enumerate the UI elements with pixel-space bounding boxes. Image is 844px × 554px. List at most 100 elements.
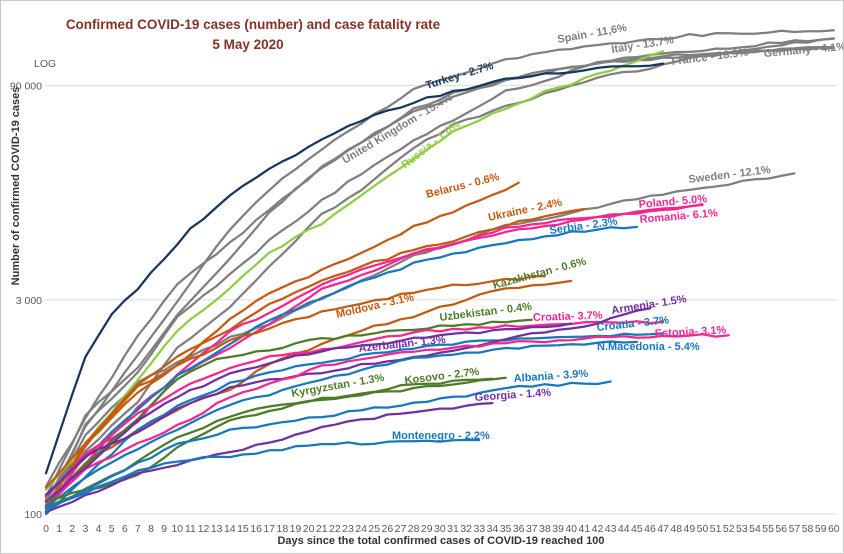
series-line-moldova	[44, 275, 547, 510]
x-tick-label: 28	[408, 523, 420, 535]
series-line-ukraine	[44, 207, 586, 508]
x-tick-label: 41	[578, 523, 590, 535]
series-line-uzbekistan	[44, 318, 533, 513]
x-tick-label: 10	[171, 523, 183, 535]
series-line-n-macedonia	[44, 340, 639, 507]
x-tick-label: 30	[434, 523, 446, 535]
series-line-azerbaijan	[44, 322, 573, 503]
x-tick-label: 14	[224, 523, 236, 535]
x-tick-label: 34	[487, 523, 499, 535]
x-tick-label: 27	[395, 523, 407, 535]
x-tick-label: 8	[148, 523, 154, 535]
x-tick-label: 19	[290, 523, 302, 535]
x-tick-label: 42	[592, 523, 604, 535]
series-line-italy	[44, 37, 835, 488]
x-tick-label: 47	[657, 523, 669, 535]
x-tick-label: 4	[96, 523, 102, 535]
x-tick-label: 57	[789, 523, 801, 535]
x-tick-label: 55	[762, 523, 774, 535]
x-tick-label: 17	[263, 523, 275, 535]
x-tick-label: 54	[749, 523, 761, 535]
series-line-russia	[44, 50, 665, 491]
series-line-belarus	[44, 181, 520, 489]
series-lines	[44, 29, 835, 516]
series-line-georgia	[44, 401, 494, 514]
series-label-estonia: Estonia- 3.1%	[655, 324, 727, 340]
x-tick-label: 16	[250, 523, 262, 535]
x-tick-label: 18	[276, 523, 288, 535]
x-tick-label: 15	[237, 523, 249, 535]
x-tick-label: 36	[513, 523, 525, 535]
series-line-spain	[44, 29, 835, 504]
x-tick-label: 26	[382, 523, 394, 535]
x-tick-label: 22	[329, 523, 341, 535]
y-tick-label: 90 000	[10, 81, 42, 93]
series-label-georgia: Georgia - 1.4%	[474, 387, 551, 404]
x-tick-label: 7	[135, 523, 141, 535]
series-line-armenia	[44, 307, 652, 496]
x-tick-label: 23	[342, 523, 354, 535]
x-tick-label: 33	[473, 523, 485, 535]
x-tick-labels: 0 1 2 3 4 5 6 7 8 9 10 11 12 13 14 15 16 17 18 19 20 21 22 23 24…	[43, 523, 840, 535]
x-tick-label: 24	[355, 523, 367, 535]
x-tick-label: 6	[122, 523, 128, 535]
series-label-n-macedonia: N.Macedonia - 5.4%	[597, 341, 700, 353]
series-label-poland: Poland- 5.0%	[638, 193, 707, 211]
x-tick-label: 3	[82, 523, 88, 535]
x-tick-label: 31	[447, 523, 459, 535]
x-tick-label: 59	[815, 523, 827, 535]
x-tick-label: 58	[802, 523, 814, 535]
series-line-serbia	[44, 225, 639, 497]
series-label-croatia: Croatia- 3.7%	[533, 310, 603, 324]
x-tick-label: 25	[368, 523, 380, 535]
series-line-turkey	[44, 62, 665, 475]
x-tick-label: 45	[631, 523, 643, 535]
series-line-croatia	[44, 332, 665, 516]
series-line-sweden	[44, 172, 796, 515]
x-tick-label: 29	[421, 523, 433, 535]
x-tick-label: 38	[539, 523, 551, 535]
chart-title: Confirmed COVID-19 cases (number) and ca…	[66, 17, 441, 32]
gridlines	[45, 85, 837, 515]
x-tick-label: 1	[56, 523, 62, 535]
x-tick-label: 9	[161, 523, 167, 535]
x-tick-label: 40	[565, 523, 577, 535]
x-tick-label: 56	[775, 523, 787, 535]
series-label-montenegro: Montenegro - 2.2%	[392, 430, 490, 442]
x-tick-label: 37	[526, 523, 538, 535]
x-tick-label: 43	[605, 523, 617, 535]
x-tick-label: 11	[185, 523, 196, 535]
x-tick-label: 46	[644, 523, 656, 535]
x-tick-label: 32	[460, 523, 472, 535]
series-line-germany	[44, 47, 835, 499]
y-axis-scale-label: LOG	[34, 58, 56, 70]
x-tick-label: 20	[303, 523, 315, 535]
x-tick-label: 48	[670, 523, 682, 535]
series-line-croatia	[44, 320, 665, 513]
x-tick-label: 35	[500, 523, 512, 535]
y-tick-label: 3 000	[16, 295, 42, 307]
x-tick-label: 39	[552, 523, 564, 535]
series-line-albania	[44, 380, 612, 513]
x-tick-label: 21	[316, 523, 328, 535]
x-tick-label: 52	[723, 523, 735, 535]
x-tick-label: 49	[684, 523, 696, 535]
series-line-estonia	[44, 333, 730, 507]
x-tick-label: 53	[736, 523, 748, 535]
x-tick-label: 60	[828, 523, 840, 535]
chart-subtitle: 5 May 2020	[212, 37, 283, 52]
x-axis-title: Days since the total confirmed cases of …	[277, 535, 604, 547]
series-label-albania: Albania - 3.9%	[513, 368, 588, 385]
x-tick-label: 51	[710, 523, 722, 535]
x-tick-label: 44	[618, 523, 630, 535]
series-line-montenegro	[44, 438, 481, 510]
y-tick-label: 100	[24, 509, 42, 521]
x-tick-label: 50	[697, 523, 709, 535]
x-tick-label: 2	[69, 523, 75, 535]
x-tick-label: 5	[109, 523, 115, 535]
y-axis-title: Number of confirmed COVID-19 cases	[10, 87, 22, 286]
x-tick-label: 13	[211, 523, 223, 535]
